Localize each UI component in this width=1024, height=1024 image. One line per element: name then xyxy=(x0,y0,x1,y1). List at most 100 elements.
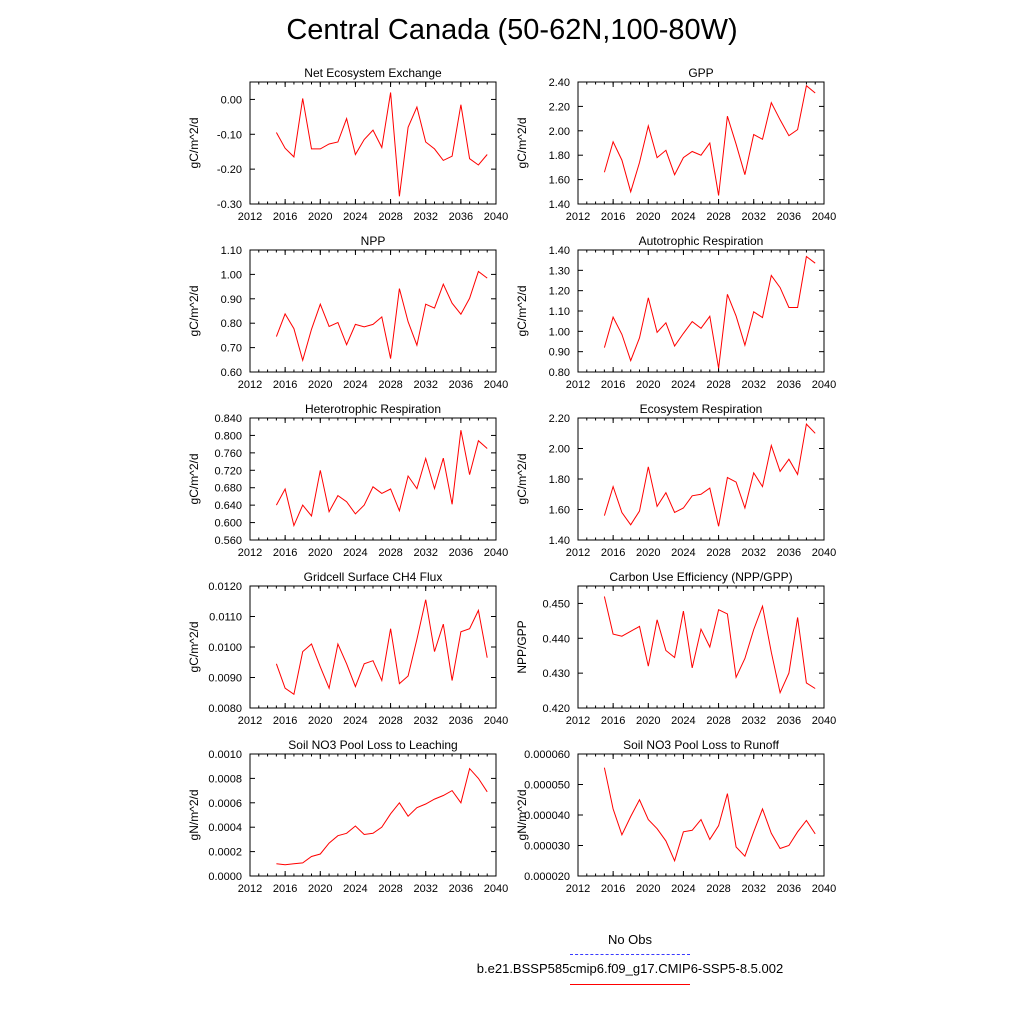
y-tick-label: 0.00 xyxy=(221,94,242,106)
chart-panel: NPP gC/m^2/d 2012 2016 2020 2024 2028 2032 2036 2… xyxy=(187,234,508,391)
x-tick-label: 2020 xyxy=(308,715,332,727)
x-tick-label: 2024 xyxy=(671,883,695,895)
y-tick-label: 1.80 xyxy=(549,474,570,486)
series-line xyxy=(275,430,488,528)
y-tick-label: 0.000040 xyxy=(524,810,570,822)
y-tick-label: 0.80 xyxy=(221,318,242,330)
x-tick-label: 2016 xyxy=(601,379,625,391)
y-tick-label: 1.40 xyxy=(549,245,570,257)
x-tick-label: 2024 xyxy=(343,883,367,895)
x-tick-label: 2036 xyxy=(777,211,801,223)
y-tick-label: 0.800 xyxy=(214,430,242,442)
x-tick-label: 2040 xyxy=(484,883,508,895)
y-tick-label: 1.10 xyxy=(549,306,570,318)
x-tick-label: 2016 xyxy=(273,379,297,391)
chart-panel: Gridcell Surface CH4 Flux gC/m^2/d 2012 201… xyxy=(187,570,508,727)
x-tick-label: 2036 xyxy=(449,211,473,223)
x-tick-label: 2032 xyxy=(741,715,765,727)
y-tick-label: 0.000060 xyxy=(524,749,570,761)
x-tick-label: 2012 xyxy=(566,547,590,559)
y-tick-label: 1.00 xyxy=(221,269,242,281)
plot-frame xyxy=(577,249,825,373)
x-tick-label: 2020 xyxy=(636,211,660,223)
chart-title: GPP xyxy=(688,66,713,80)
y-axis-label: gC/m^2/d xyxy=(187,454,201,505)
x-tick-label: 2036 xyxy=(449,883,473,895)
legend-model-line xyxy=(570,984,690,985)
series-line xyxy=(603,767,816,863)
x-tick-label: 2020 xyxy=(308,883,332,895)
x-tick-label: 2040 xyxy=(484,715,508,727)
x-tick-label: 2028 xyxy=(706,211,730,223)
x-tick-label: 2016 xyxy=(601,547,625,559)
plot-frame xyxy=(577,417,825,541)
y-tick-label: 0.0006 xyxy=(208,798,242,810)
x-tick-label: 2024 xyxy=(671,379,695,391)
x-tick-label: 2028 xyxy=(378,547,402,559)
x-tick-label: 2032 xyxy=(413,715,437,727)
x-tick-label: 2032 xyxy=(413,883,437,895)
x-tick-label: 2032 xyxy=(413,211,437,223)
x-tick-label: 2032 xyxy=(741,379,765,391)
x-tick-label: 2040 xyxy=(484,547,508,559)
x-tick-label: 2040 xyxy=(812,547,836,559)
chart-panel: Heterotrophic Respiration gC/m^2/d 2012 201… xyxy=(187,402,508,559)
y-tick-label: 2.40 xyxy=(549,77,570,89)
y-tick-label: 2.20 xyxy=(549,413,570,425)
y-tick-label: 0.80 xyxy=(549,367,570,379)
y-tick-label: 0.560 xyxy=(214,535,242,547)
chart-panel: GPP gC/m^2/d 2012 2016 2020 2024 2028 2032 2036 2… xyxy=(515,66,836,223)
x-tick-label: 2036 xyxy=(449,547,473,559)
x-tick-label: 2016 xyxy=(601,211,625,223)
y-tick-label: 0.760 xyxy=(214,448,242,460)
x-tick-label: 2040 xyxy=(812,715,836,727)
y-tick-label: 0.600 xyxy=(214,518,242,530)
x-tick-label: 2016 xyxy=(273,211,297,223)
chart-panel: Soil NO3 Pool Loss to Runoff gN/m^2/d 2012… xyxy=(515,738,836,895)
x-tick-label: 2016 xyxy=(601,883,625,895)
x-tick-label: 2028 xyxy=(706,715,730,727)
x-tick-label: 2012 xyxy=(238,547,262,559)
y-tick-label: 0.90 xyxy=(549,347,570,359)
y-tick-label: 1.10 xyxy=(221,245,242,257)
x-tick-label: 2040 xyxy=(812,211,836,223)
chart-title: Soil NO3 Pool Loss to Runoff xyxy=(623,738,780,752)
y-axis-label: gN/m^2/d xyxy=(187,790,201,841)
x-tick-label: 2020 xyxy=(636,883,660,895)
chart-panel: Net Ecosystem Exchange gC/m^2/d 2012 2016 20… xyxy=(187,66,508,223)
y-tick-label: 1.30 xyxy=(549,265,570,277)
chart-title: Heterotrophic Respiration xyxy=(305,402,441,416)
y-tick-label: 0.0110 xyxy=(209,612,242,624)
x-tick-label: 2032 xyxy=(741,547,765,559)
y-axis-label: gC/m^2/d xyxy=(187,286,201,337)
y-tick-label: 0.640 xyxy=(214,500,242,512)
series-line xyxy=(275,270,488,363)
x-tick-label: 2020 xyxy=(308,211,332,223)
chart-title: Soil NO3 Pool Loss to Leaching xyxy=(288,738,457,752)
plot-frame xyxy=(577,585,825,709)
x-tick-label: 2040 xyxy=(484,379,508,391)
x-tick-label: 2040 xyxy=(812,379,836,391)
legend-obs-label: No Obs xyxy=(607,932,653,947)
chart-title: Carbon Use Efficiency (NPP/GPP) xyxy=(609,570,792,584)
series-line xyxy=(603,423,816,527)
y-axis-label: gC/m^2/d xyxy=(187,118,201,169)
y-tick-label: 2.00 xyxy=(549,444,570,456)
y-tick-label: 0.0080 xyxy=(208,703,242,715)
y-tick-label: 0.000030 xyxy=(524,841,570,853)
y-tick-label: 0.430 xyxy=(542,668,570,680)
x-tick-label: 2024 xyxy=(343,547,367,559)
chart-title: Ecosystem Respiration xyxy=(640,402,763,416)
x-tick-label: 2012 xyxy=(238,379,262,391)
chart-title: Autotrophic Respiration xyxy=(639,234,764,248)
x-tick-label: 2016 xyxy=(601,715,625,727)
y-tick-label: 0.60 xyxy=(221,367,242,379)
series-line xyxy=(603,84,816,196)
x-tick-label: 2024 xyxy=(671,211,695,223)
y-tick-label: 1.60 xyxy=(549,505,570,517)
y-tick-label: -0.30 xyxy=(217,199,242,211)
y-tick-label: 1.60 xyxy=(549,175,570,187)
chart-title: NPP xyxy=(361,234,386,248)
x-tick-label: 2036 xyxy=(777,883,801,895)
y-tick-label: 0.450 xyxy=(542,598,570,610)
